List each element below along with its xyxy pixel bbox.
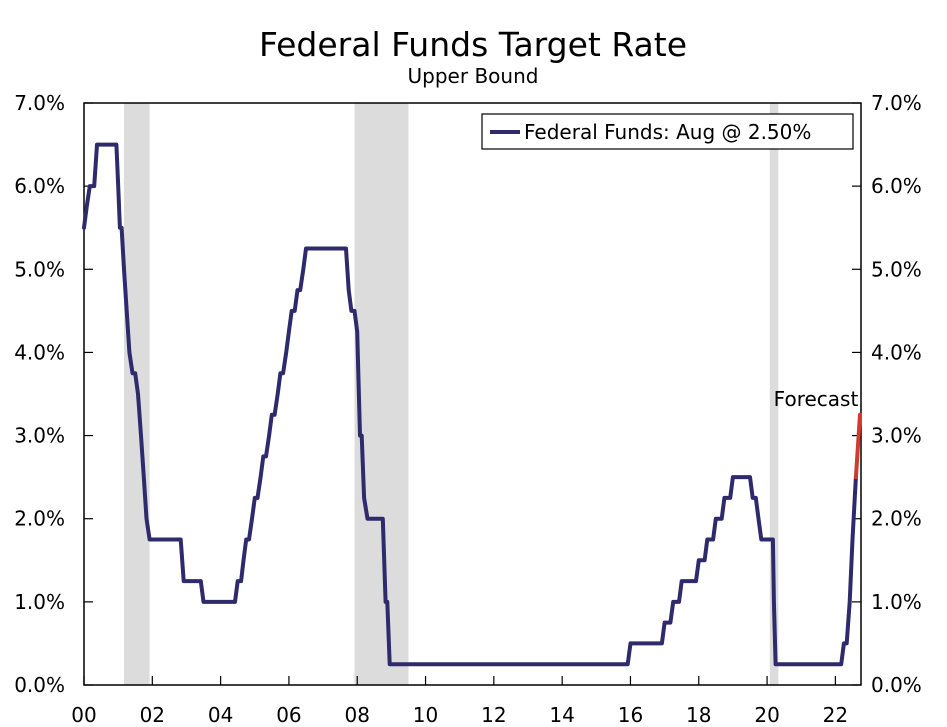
y-tick-label-right: 3.0% [871,424,922,448]
x-tick-label: 10 [413,703,438,727]
y-tick-label-left: 4.0% [14,340,65,364]
forecast-annotation: Forecast [774,387,859,411]
x-tick-label: 18 [686,703,711,727]
x-tick-label: 02 [140,703,165,727]
y-tick-label-right: 5.0% [871,257,922,281]
legend: Federal Funds: Aug @ 2.50% [481,113,854,150]
y-tick-label-right: 0.0% [871,673,922,697]
y-tick-label-left: 3.0% [14,424,65,448]
chart-subtitle: Upper Bound [408,64,539,88]
recession-band-2 [769,103,779,685]
chart-title: Federal Funds Target Rate [259,25,687,64]
y-tick-label-left: 1.0% [14,590,65,614]
series-line-federal-funds [82,142,858,667]
recession-bands [123,103,779,685]
y-tick-label-right: 6.0% [871,174,922,198]
x-tick-label: 00 [71,703,96,727]
y-tick-label-right: 1.0% [871,590,922,614]
y-tick-label-left: 7.0% [14,91,65,115]
x-tick-label: 08 [345,703,370,727]
y-tick-label-left: 5.0% [14,257,65,281]
y-tick-label-right: 7.0% [871,91,922,115]
legend-label-federal-funds: Federal Funds: Aug @ 2.50% [524,120,811,144]
series-line-forecast [853,412,862,480]
series-lines [82,142,862,667]
x-tick-label: 16 [618,703,643,727]
x-tick-label: 12 [481,703,506,727]
x-tick-label: 06 [276,703,301,727]
x-tick-label: 04 [208,703,233,727]
x-tick-label: 14 [549,703,574,727]
x-tick-label: 20 [754,703,779,727]
x-tick-label: 22 [823,703,848,727]
plot-area-frame [83,102,862,686]
y-tick-label-right: 2.0% [871,507,922,531]
y-tick-label-right: 4.0% [871,340,922,364]
y-tick-label-left: 6.0% [14,174,65,198]
x-axis: 00 02 04 06 08 10 12 14 16 18 20 22 [71,676,848,727]
y-tick-label-left: 2.0% [14,507,65,531]
legend-box [481,113,854,150]
y-axis-right: 0.0% 1.0% 2.0% 3.0% 4.0% 5.0% 6.0% 7.0% [852,91,922,697]
recession-band-1 [354,103,409,685]
y-tick-label-left: 0.0% [14,673,65,697]
y-axis-left: 0.0% 1.0% 2.0% 3.0% 4.0% 5.0% 6.0% 7.0% [14,91,93,697]
